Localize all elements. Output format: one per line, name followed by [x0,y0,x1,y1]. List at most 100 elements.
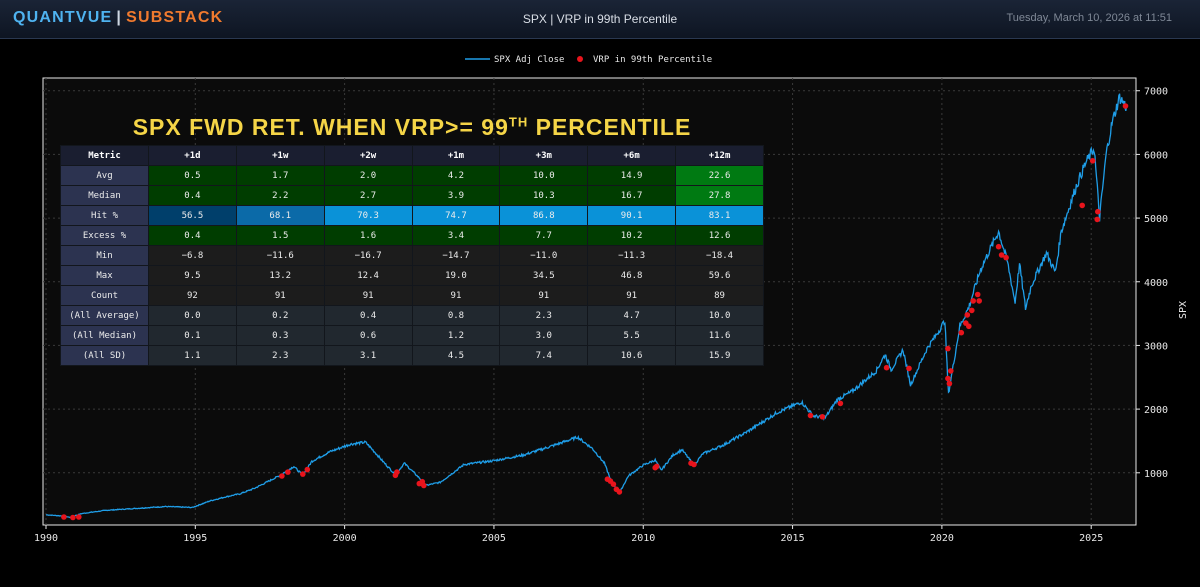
vrp-marker [807,412,814,419]
page-title: SPX | VRP in 99th Percentile [522,12,678,26]
vrp-marker [300,471,306,477]
x-tick-label: 2025 [1079,533,1103,544]
row-label: (All Average) [60,305,149,326]
table-title-tail: PERCENTILE [528,114,692,140]
table-row: Max 9.5 13.2 12.4 19.0 34.5 46.8 59.6 [60,265,764,286]
table-cell: 10.2 [587,225,677,246]
table-cell: 74.7 [411,205,501,226]
table-cell: 4.5 [411,345,501,366]
timestamp: Tuesday, March 10, 2026 at 11:51 [1006,12,1172,24]
table-cell: 0.3 [235,325,325,346]
column-header: +1m [411,145,501,166]
table-cell: 3.9 [411,185,501,206]
table-cell: 10.6 [587,345,677,366]
x-tick-label: 2010 [631,533,655,544]
table-title: SPX FWD RET. WHEN VRP>= 99TH PERCENTILE [60,114,764,141]
table-row: (All SD) 1.1 2.3 3.1 4.5 7.4 10.6 15.9 [60,345,764,366]
row-label: Hit % [60,205,149,226]
row-label: Excess % [60,225,149,246]
table-cell: 68.1 [235,205,325,226]
row-label: Max [60,265,149,286]
row-label: Avg [60,165,149,186]
table-header-row: Metric +1d +1w +2w +1m +3m +6m +12m [60,145,764,166]
table-cell: 91 [499,285,589,306]
table-cell: 0.4 [148,185,237,206]
table-cell: 56.5 [148,205,237,226]
table-cell: 15.9 [675,345,764,366]
table-cell: 1.1 [148,345,237,366]
table-cell: 2.3 [499,305,589,326]
vrp-marker [969,307,975,314]
table-cell: 10.0 [499,165,589,186]
row-label: Median [60,185,149,206]
brand-logo[interactable]: QUANTVUE | SUBSTACK [13,9,223,27]
x-tick-label: 2015 [781,533,805,544]
vrp-marker [974,291,981,298]
table-cell: 2.0 [323,165,413,186]
vrp-marker [819,414,826,420]
column-header: +2w [323,145,413,166]
table-cell: 0.4 [323,305,413,326]
vrp-marker [1079,202,1085,209]
vrp-marker [691,461,697,468]
vrp-marker [1003,254,1009,261]
table-cell: −14.7 [411,245,501,266]
table-cell: 89 [675,285,764,306]
legend-marker-swatch [577,56,583,62]
vrp-markers [61,103,1129,521]
column-header: +1w [235,145,325,166]
y-axis-ticks: 1000 2000 3000 4000 5000 6000 7000 [1136,87,1168,480]
table-cell: −11.0 [499,245,589,266]
table-cell: 2.3 [235,345,325,366]
y-tick-label: 2000 [1144,405,1168,416]
y-tick-label: 4000 [1144,278,1168,289]
table-cell: 27.8 [675,185,764,206]
table-cell: 0.4 [148,225,237,246]
table-cell: 91 [235,285,325,306]
x-tick-label: 2005 [482,533,506,544]
x-tick-label: 2020 [930,533,954,544]
forward-returns-table: Metric +1d +1w +2w +1m +3m +6m +12m Avg 0.5 1.7 2.… [60,145,764,366]
top-bar: QUANTVUE | SUBSTACK SPX | VRP in 99th Perc… [0,0,1200,39]
vrp-marker [906,365,912,372]
vrp-marker [945,345,951,352]
table-cell: 10.3 [499,185,589,206]
table-cell: 14.9 [587,165,677,186]
vrp-marker [1122,103,1129,109]
table-cell: 3.1 [323,345,413,366]
table-row: Count 92 91 91 91 91 91 89 [60,285,764,306]
table-cell: −6.8 [148,245,237,266]
table-cell: 4.7 [587,305,677,326]
table-cell: 7.4 [499,345,589,366]
table-cell: 2.2 [235,185,325,206]
table-cell: 0.5 [148,165,237,186]
table-cell: 5.5 [587,325,677,346]
vrp-marker [946,380,953,387]
table-cell: −11.6 [235,245,325,266]
table-cell: 1.5 [235,225,325,246]
column-header: +12m [675,145,764,166]
table-row: (All Average) 0.0 0.2 0.4 0.8 2.3 4.7 10.0 [60,305,764,326]
x-tick-label: 1990 [34,533,58,544]
table-cell: 1.7 [235,165,325,186]
table-cell: 46.8 [587,265,677,286]
vrp-marker [421,482,427,489]
y-tick-label: 1000 [1144,469,1168,480]
row-label: Min [60,245,149,266]
vrp-marker [970,298,976,304]
table-cell: 16.7 [587,185,677,206]
table-cell: 13.2 [235,265,325,286]
vrp-marker [285,469,291,475]
vrp-marker [610,481,617,488]
table-cell: 3.4 [411,225,501,246]
table-cell: 1.6 [323,225,413,246]
table-cell: 0.2 [235,305,325,326]
vrp-marker [966,323,972,330]
table-row: Min −6.8 −11.6 −16.7 −14.7 −11.0 −11.3 −18.4 [60,245,764,266]
table-title-main: SPX FWD RET. WHEN VRP>= 99 [132,114,509,140]
vrp-marker [964,312,971,318]
table-cell: 86.8 [499,205,589,226]
table-cell: 0.8 [411,305,501,326]
column-header: +3m [499,145,589,166]
table-cell: 2.7 [323,185,413,206]
